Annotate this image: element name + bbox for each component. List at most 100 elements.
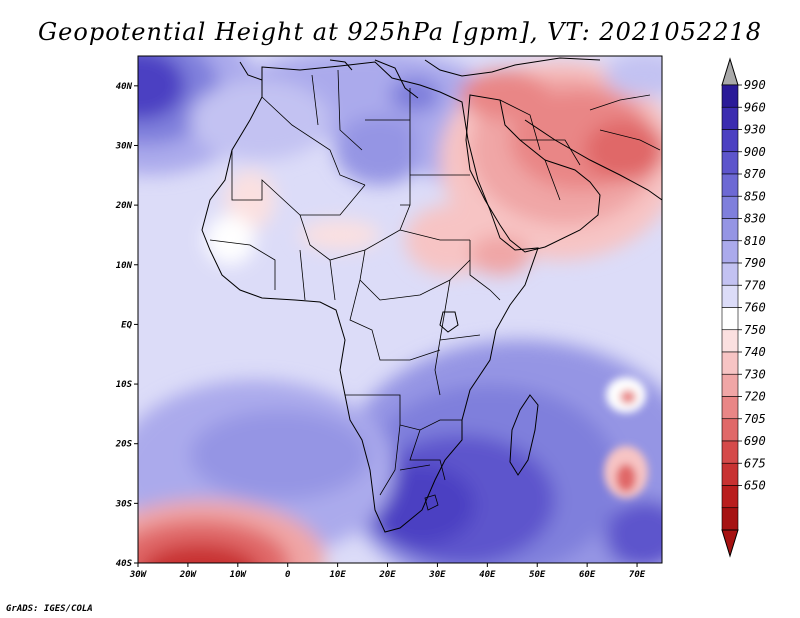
lat-tick-label: 30N bbox=[115, 141, 133, 151]
lat-tick-label: 10N bbox=[116, 261, 133, 271]
colorbar-level-label: 930 bbox=[744, 123, 766, 137]
grads-credit: GrADS: IGES/COLA bbox=[6, 604, 93, 614]
border-middle-east bbox=[499, 94, 661, 201]
lon-tick-label: 30E bbox=[428, 570, 446, 580]
lon-tick-label: 20E bbox=[378, 570, 396, 580]
colorbar-swatch bbox=[721, 307, 739, 331]
colorbar-swatch bbox=[721, 240, 739, 264]
colorbar-swatch bbox=[721, 329, 739, 353]
colorbar-swatch bbox=[721, 351, 739, 375]
lon-tick-label: 10W bbox=[230, 570, 248, 580]
colorbar-swatch bbox=[721, 462, 739, 486]
field-horn bbox=[470, 235, 530, 275]
iran-coastline bbox=[524, 119, 662, 201]
colorbar-swatch bbox=[721, 173, 739, 197]
colorbar-swatch bbox=[721, 284, 739, 308]
border-sahel bbox=[231, 150, 411, 261]
border-east-africa bbox=[434, 240, 501, 396]
colorbar-level-label: 750 bbox=[744, 323, 766, 337]
colorbar-swatch bbox=[721, 262, 739, 286]
colorbar-level-label: 675 bbox=[744, 456, 766, 470]
colorbar-level-label: 650 bbox=[744, 479, 766, 493]
colorbar-swatch bbox=[721, 440, 739, 464]
colorbar-swatch bbox=[721, 151, 739, 175]
map-axes: 30W 20W 10W 0 10E 20E 30E 40E 50E 60E 70E 40N 30N 20N… bbox=[115, 82, 646, 580]
colorbar-level-label: 810 bbox=[744, 234, 766, 248]
lat-tick-label: 20S bbox=[115, 440, 133, 450]
field-west-africa bbox=[205, 215, 255, 265]
colorbar-top-arrow bbox=[721, 57, 739, 86]
madagascar bbox=[509, 394, 539, 476]
lon-tick-label: 0 bbox=[285, 570, 291, 580]
colorbar-level-label: 990 bbox=[744, 78, 766, 92]
colorbar-swatch bbox=[721, 373, 739, 397]
colorbar-level-label: 870 bbox=[744, 167, 766, 181]
lat-tick-label: 10S bbox=[116, 380, 133, 390]
colorbar-level-label: 960 bbox=[744, 100, 766, 114]
lon-tick-label: 30W bbox=[129, 570, 148, 580]
coastlines bbox=[201, 57, 662, 533]
field-low-2-core bbox=[616, 464, 636, 492]
colorbar-bottom-arrow bbox=[721, 529, 739, 558]
colorbar-level-label: 730 bbox=[744, 367, 766, 381]
lon-tick-label: 60E bbox=[579, 570, 596, 580]
field-sw-low-mid bbox=[138, 520, 290, 563]
field-turkey bbox=[460, 70, 550, 120]
field-libya bbox=[335, 115, 425, 185]
colorbar-swatch bbox=[721, 106, 739, 130]
border-southern-africa bbox=[345, 394, 462, 496]
border-central bbox=[349, 229, 471, 361]
field-nw-africa bbox=[190, 80, 330, 160]
colorbar-level-label: 760 bbox=[744, 301, 766, 315]
lat-tick-label: 40S bbox=[116, 559, 133, 569]
colorbar-swatch bbox=[721, 507, 739, 531]
colorbar-swatch bbox=[721, 218, 739, 242]
colorbar-swatch bbox=[721, 195, 739, 219]
colorbar-swatch bbox=[721, 396, 739, 420]
colorbar-swatch bbox=[721, 84, 739, 108]
colorbar-level-label: 830 bbox=[744, 212, 766, 226]
colorbar-level-label: 690 bbox=[744, 434, 766, 448]
colorbar-level-label: 720 bbox=[744, 390, 766, 404]
field-low-1-core bbox=[620, 390, 636, 404]
lon-tick-label: 70E bbox=[629, 570, 646, 580]
lon-tick-label: 10E bbox=[329, 570, 346, 580]
field-sw-low-core bbox=[143, 544, 257, 563]
border-maghreb bbox=[261, 69, 366, 186]
lon-tick-label: 20W bbox=[179, 570, 198, 580]
colorbar-level-label: 740 bbox=[744, 345, 766, 359]
field-sahel-central bbox=[300, 220, 380, 250]
height-field bbox=[138, 56, 662, 563]
colorbar-level-label: 790 bbox=[744, 256, 766, 270]
colorbar-swatch bbox=[721, 485, 739, 509]
colorbar-level-label: 900 bbox=[744, 145, 766, 159]
country-borders bbox=[209, 69, 661, 511]
colorbar: 990 960 930 900 870 850 830 810 790 770 760 750 740 7… bbox=[721, 57, 766, 558]
chart-title: Geopotential Height at 925hPa [gpm], VT:… bbox=[38, 18, 762, 46]
europe-coastline bbox=[239, 57, 601, 99]
field-se-corner bbox=[605, 500, 662, 563]
africa-coastline bbox=[201, 61, 539, 533]
map-frame bbox=[137, 55, 663, 564]
field-nw-high-core bbox=[138, 56, 185, 120]
colorbar-level-label: 705 bbox=[744, 412, 766, 426]
lake-victoria bbox=[439, 311, 459, 333]
field-iran-core bbox=[585, 120, 662, 180]
colorbar-swatch bbox=[721, 129, 739, 153]
border-west-africa bbox=[209, 239, 336, 301]
arabia-coastline bbox=[465, 94, 601, 253]
lat-tick-label: 40N bbox=[116, 82, 133, 92]
field-ne-corner bbox=[605, 56, 662, 97]
colorbar-level-label: 770 bbox=[744, 278, 766, 292]
colorbar-swatch bbox=[721, 418, 739, 442]
lat-tick-label: EQ bbox=[121, 320, 132, 330]
lat-tick-label: 20N bbox=[115, 201, 133, 211]
border-lesotho bbox=[424, 494, 439, 511]
lon-tick-label: 40E bbox=[479, 570, 496, 580]
colorbar-level-label: 850 bbox=[744, 189, 766, 203]
field-crete bbox=[390, 77, 440, 113]
field-s-atlantic-inner bbox=[190, 410, 370, 500]
lon-tick-label: 50E bbox=[529, 570, 546, 580]
lat-tick-label: 30S bbox=[115, 499, 133, 509]
